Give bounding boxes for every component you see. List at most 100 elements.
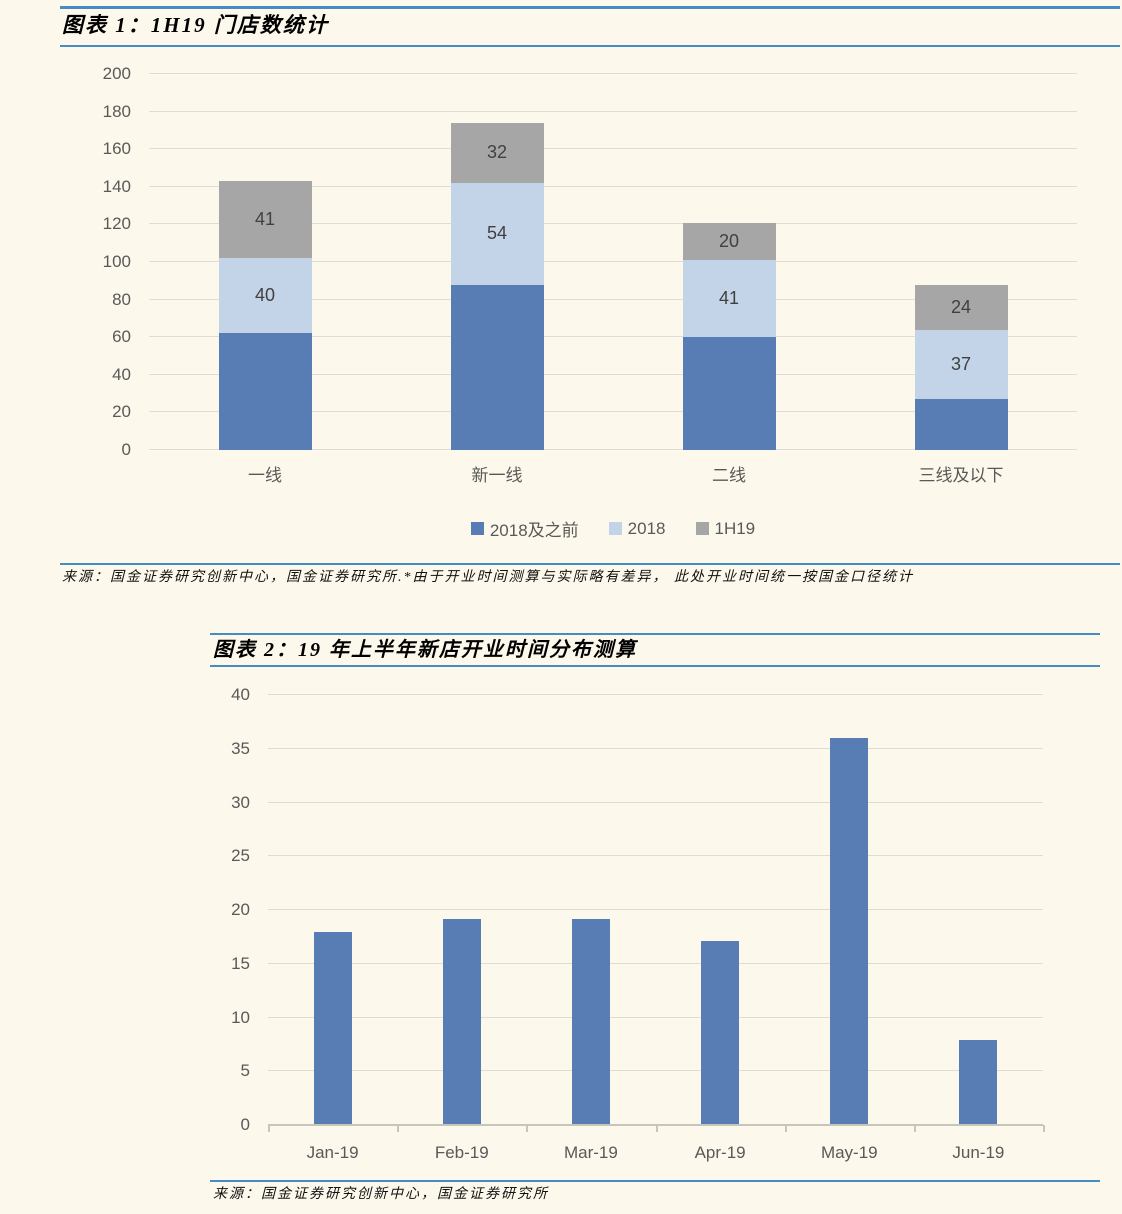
y-tick-label: 200: [102, 64, 131, 83]
legend-swatch: [470, 522, 484, 535]
bar-segment: [442, 918, 481, 1125]
chart2-bar: 0 5 10 15 20 25 30 35 40 Jan-19 Feb-19 Mar-19 Apr-19…: [150, 685, 1045, 1175]
y-tick-label: 15: [231, 953, 250, 973]
bar-segment: 32: [450, 122, 544, 184]
y-tick-label: 80: [112, 289, 131, 309]
bar-segment-label: 54: [486, 223, 508, 244]
figure2-top-rule: [210, 633, 1100, 635]
x-axis-tick: [526, 1125, 529, 1132]
bar-segment: 24: [914, 284, 1008, 330]
figure2-title: 图表 2：19 年上半年新店开业时间分布测算: [213, 639, 637, 661]
y-gridline: [149, 73, 1077, 74]
bar-segment-label: 40: [254, 285, 276, 306]
x-tick-label: 三线及以下: [918, 466, 1004, 485]
bar-segment: [914, 399, 1008, 450]
bar-segment: [571, 918, 610, 1125]
bar-segment: [313, 931, 352, 1125]
y-gridline: [149, 411, 1077, 413]
legend-swatch: [695, 522, 709, 535]
y-gridline: [268, 694, 1043, 695]
bar-segment: 37: [914, 329, 1008, 400]
bar-segment-label: 24: [950, 296, 972, 317]
x-axis-tick: [655, 1125, 658, 1132]
y-gridline: [149, 373, 1077, 375]
y-gridline: [268, 962, 1043, 964]
y-tick-label: 180: [102, 101, 131, 121]
legend-label: 1H19: [714, 518, 756, 538]
y-tick-label: 160: [102, 139, 131, 159]
bar-segment: 41: [218, 181, 312, 259]
y-tick-label: 35: [231, 738, 250, 758]
bar-segment-label: 41: [718, 288, 740, 309]
x-axis-tick: [1043, 1125, 1045, 1132]
y-tick-label: 0: [240, 1115, 250, 1134]
bar-segment-label: 41: [254, 209, 276, 230]
y-tick-label: 20: [112, 402, 131, 422]
bar-segment-label: 20: [718, 230, 740, 251]
bar-segment: 41: [682, 260, 776, 338]
x-axis-tick: [784, 1125, 787, 1132]
bar-segment-label: 32: [486, 142, 508, 163]
y-tick-label: 25: [231, 846, 250, 866]
y-gridline: [268, 747, 1043, 749]
y-gridline: [149, 298, 1077, 300]
x-tick-label: Jan-19: [306, 1143, 359, 1162]
bar-segment: [450, 284, 544, 450]
y-tick-label: 140: [102, 176, 131, 196]
x-tick-label: Apr-19: [694, 1143, 746, 1162]
legend-item: 1H19: [695, 518, 756, 539]
x-tick-label: May-19: [820, 1143, 878, 1162]
y-tick-label: 120: [102, 214, 131, 234]
figure1-bottom-rule: [60, 563, 1120, 565]
bar-segment: 54: [450, 183, 544, 285]
x-axis-tick: [913, 1125, 916, 1132]
x-tick-label: 新一线: [471, 466, 523, 485]
x-axis-tick: [397, 1125, 400, 1132]
figure1-title-rule: [60, 45, 1120, 47]
x-tick-label: 一线: [248, 466, 282, 485]
y-tick-label: 100: [102, 252, 131, 271]
x-tick-label: Mar-19: [563, 1143, 618, 1162]
y-gridline: [149, 148, 1077, 150]
y-tick-label: 40: [231, 685, 250, 704]
bar-segment: [218, 333, 312, 450]
y-tick-label: 0: [121, 440, 131, 459]
x-tick-label: 二线: [712, 466, 746, 485]
y-tick-label: 30: [231, 792, 250, 812]
figure2-bottom-rule: [210, 1180, 1100, 1182]
chart1-legend: 2018及之前 2018 1H19: [149, 516, 1077, 541]
y-gridline: [149, 336, 1077, 338]
x-tick-label: Jun-19: [952, 1143, 1005, 1162]
legend-swatch: [608, 522, 622, 535]
y-gridline: [149, 449, 1077, 450]
y-gridline: [149, 185, 1077, 187]
bar-segment-label: 37: [950, 353, 972, 374]
x-tick-label: Feb-19: [434, 1143, 489, 1162]
bar-segment: 20: [682, 222, 776, 261]
figure1-top-rule: [60, 6, 1120, 9]
figure2-title-rule: [210, 665, 1100, 667]
bar-segment: 40: [218, 258, 312, 334]
legend-label: 2018: [627, 518, 666, 538]
y-gridline: [268, 909, 1043, 910]
legend-item: 2018: [608, 518, 666, 539]
bar-segment: [682, 337, 776, 450]
figure1-title: 图表 1：1H19 门店数统计: [62, 13, 329, 37]
y-tick-label: 5: [240, 1061, 250, 1081]
y-gridline: [149, 110, 1077, 112]
y-tick-label: 60: [112, 327, 131, 347]
x-axis-tick: [268, 1125, 270, 1132]
y-gridline: [149, 261, 1077, 262]
y-gridline: [268, 855, 1043, 857]
bar-segment: [830, 738, 869, 1125]
chart1-stacked-bar: 0 20 40 60 80 100 120 140 160 180 200 40 41 一线 54 32 新一线…: [40, 64, 1077, 514]
y-tick-label: 20: [231, 900, 250, 919]
y-gridline: [268, 1070, 1043, 1072]
y-tick-label: 10: [231, 1007, 250, 1027]
legend-label: 2018及之前: [489, 521, 579, 540]
y-gridline: [149, 223, 1077, 225]
legend-item: 2018及之前: [470, 516, 579, 541]
bar-segment: [959, 1040, 998, 1125]
y-gridline: [268, 1016, 1043, 1018]
